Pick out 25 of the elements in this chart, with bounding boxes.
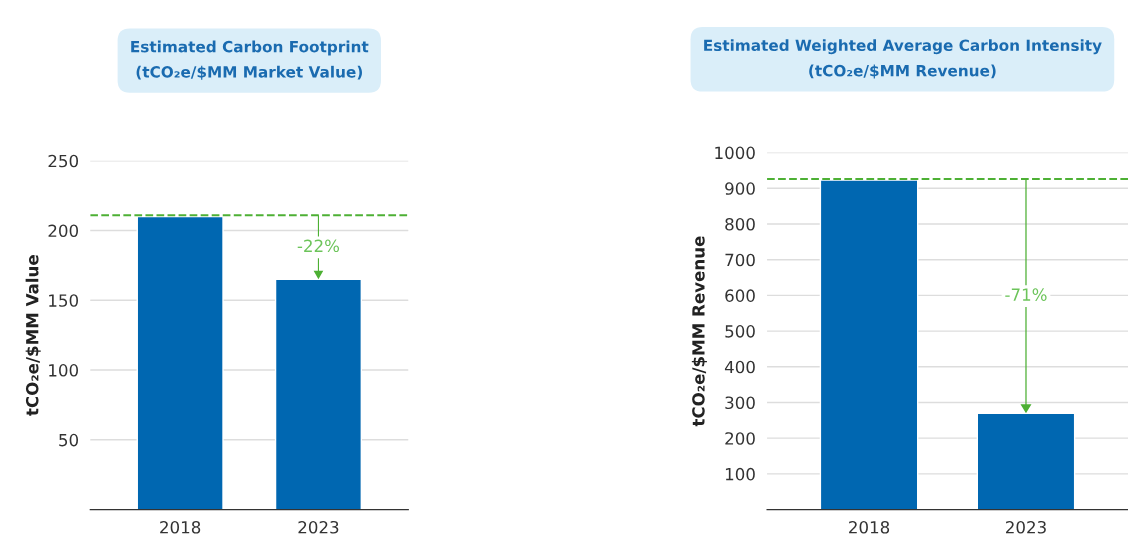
annotation: -71% (1005, 288, 1047, 301)
y-tick-label: 900 (725, 182, 755, 195)
y-tick-label: 600 (725, 289, 755, 302)
x-tick-label: 2018 (849, 520, 890, 534)
y-tick-label: 200 (48, 224, 79, 238)
y-tick-label: 150 (49, 294, 79, 307)
y-tick-label: 500 (725, 325, 755, 338)
y-tick-label: 100 (49, 364, 79, 377)
x-tick-label: 2023 (298, 520, 339, 534)
y-tick-label: 50 (59, 433, 79, 447)
y-tick-label: 100 (725, 467, 755, 481)
chart-title: Estimated Carbon Footprint (tCO₂e/$MM Market Value) (131, 40, 369, 80)
y-tick-label: 300 (725, 396, 755, 410)
y-tick-label: 250 (48, 154, 79, 168)
annotation: -22% (297, 239, 340, 253)
y-tick-label: 200 (725, 432, 755, 445)
y-axis-title: tCO₂e/$MM Value (25, 255, 41, 416)
y-tick-label: 1000 (715, 146, 755, 160)
x-tick-label: 2018 (160, 520, 201, 534)
y-tick-label: 700 (725, 253, 755, 267)
y-tick-label: 800 (725, 217, 755, 231)
x-tick-label: 2023 (1006, 520, 1046, 534)
chart-title: Estimated Weighted Average Carbon Intensity (tCO₂e/$MM Revenue) (704, 39, 1102, 79)
y-axis-title: tCO₂e/$MM Revenue (691, 236, 707, 427)
y-tick-label: 400 (724, 360, 755, 374)
